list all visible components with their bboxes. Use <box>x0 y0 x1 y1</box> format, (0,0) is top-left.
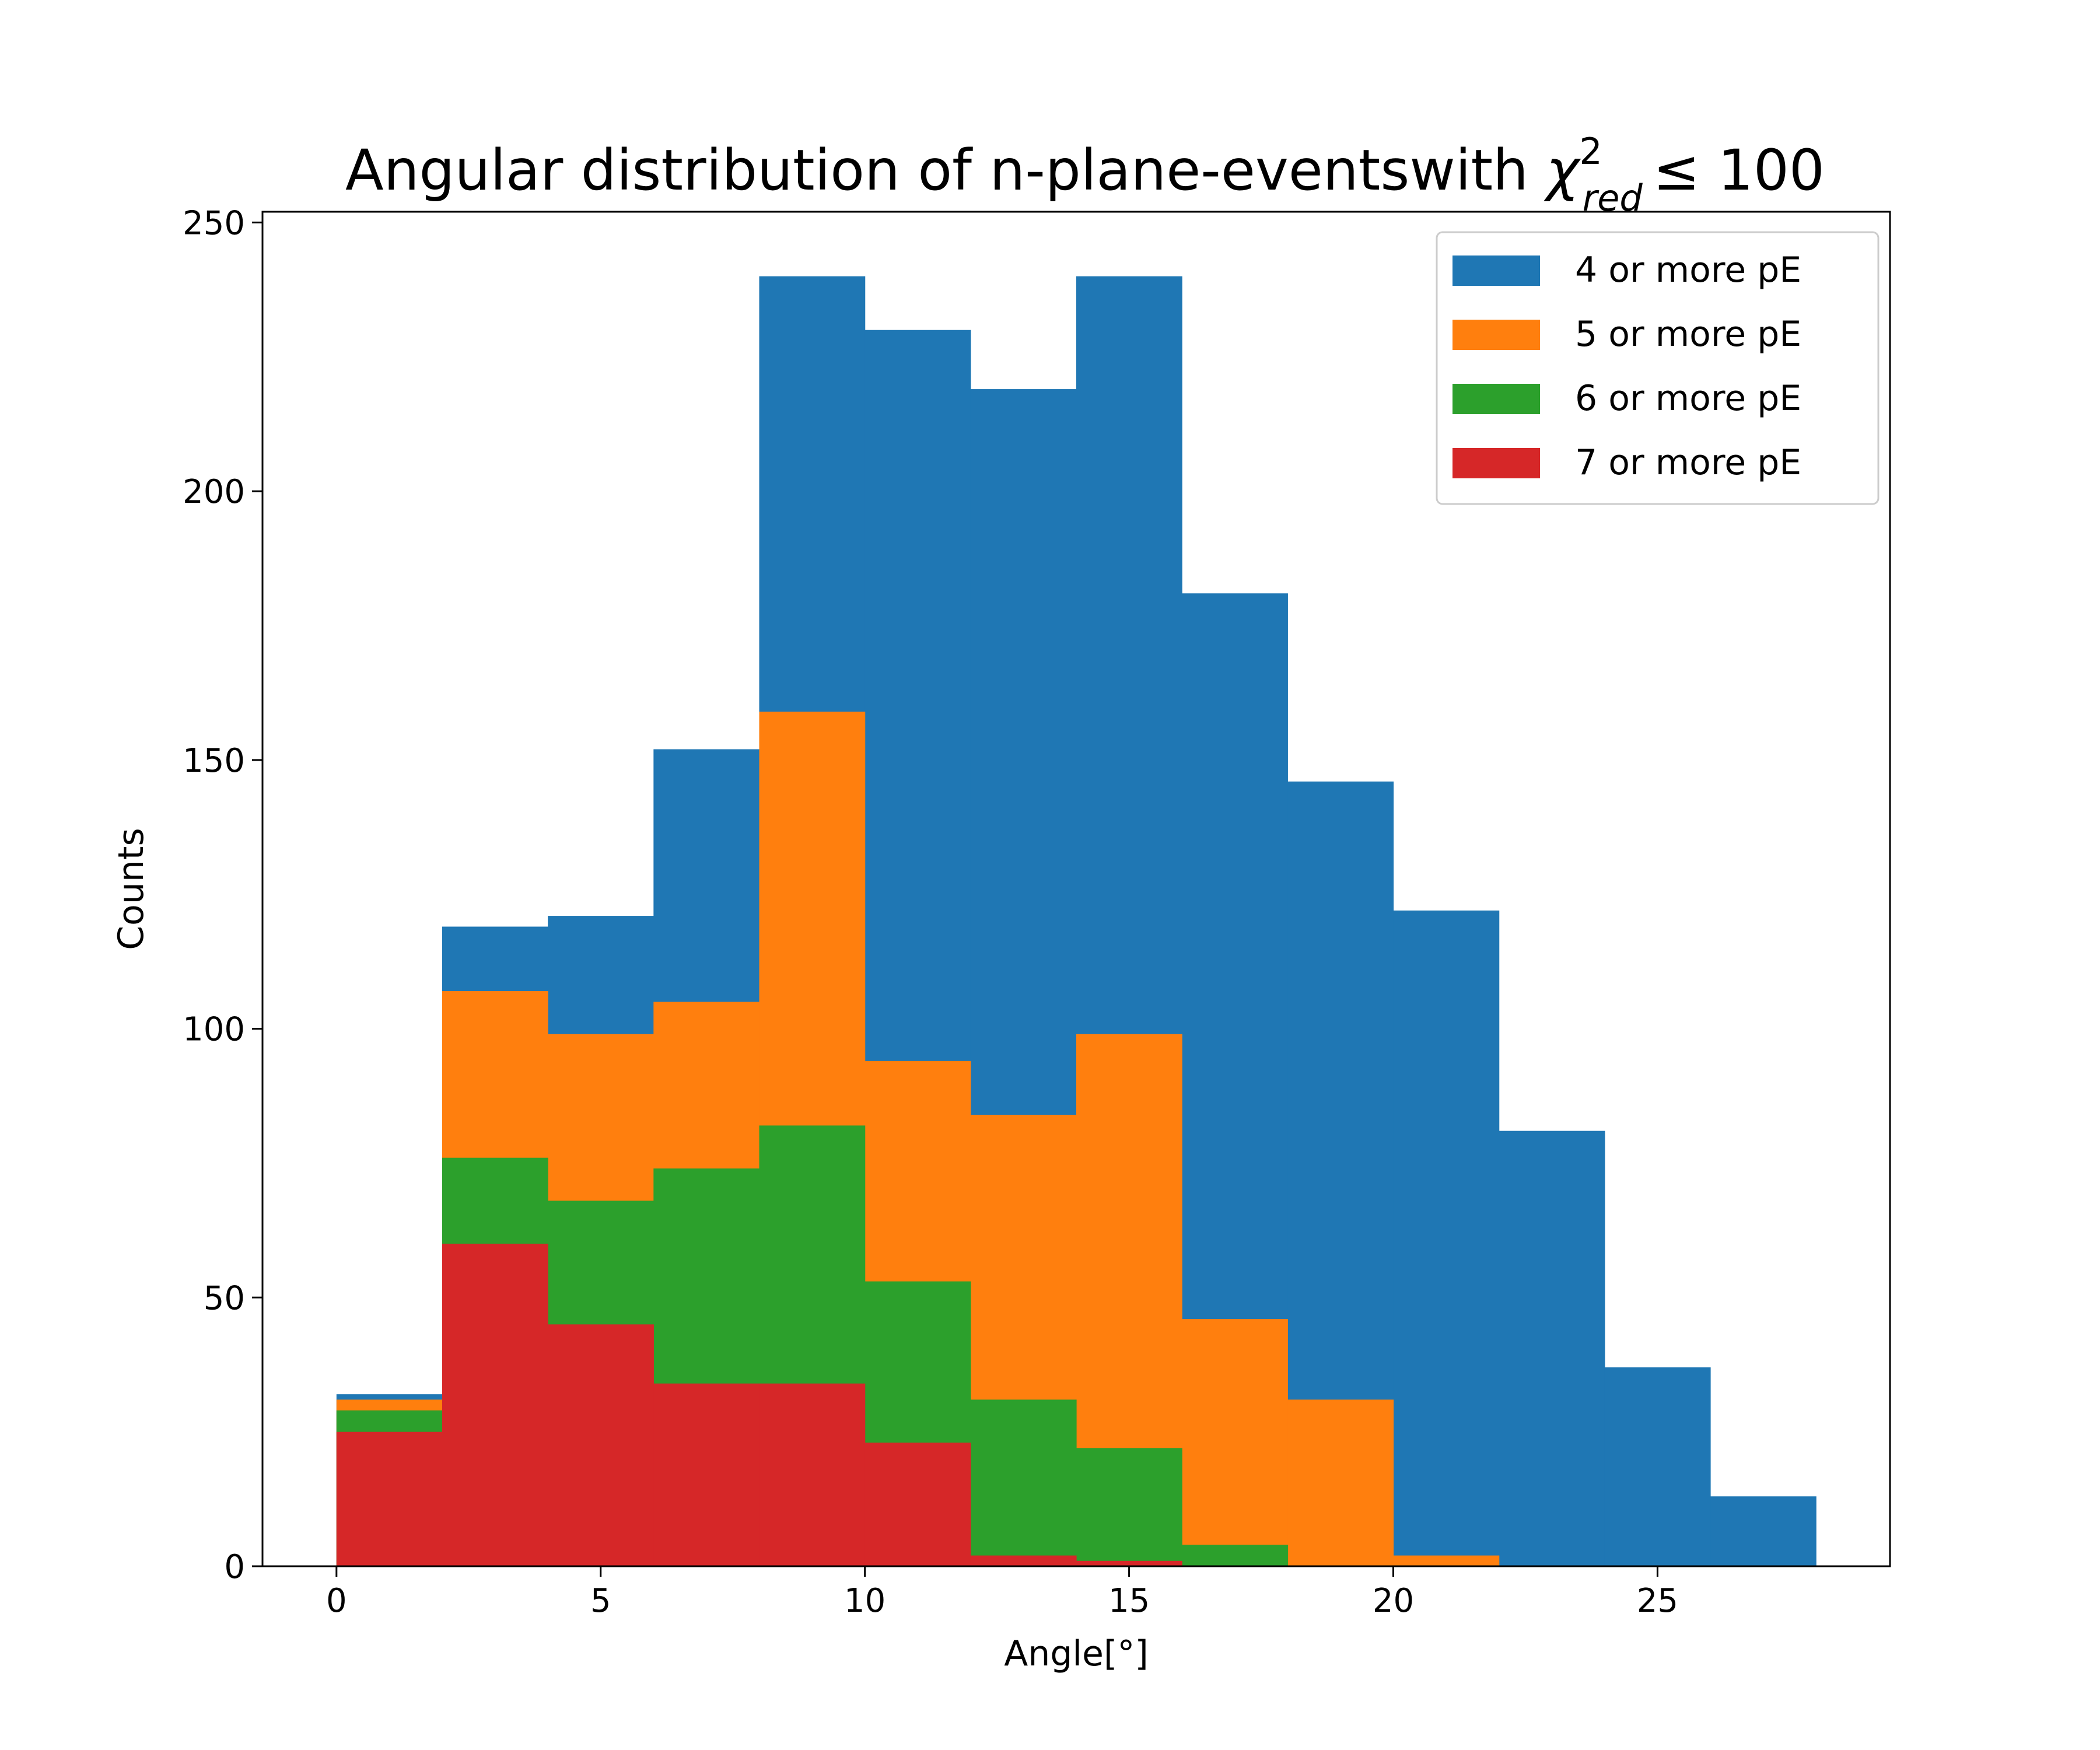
legend-label-7pe: 7 or more pE <box>1575 442 1801 483</box>
x-tick-label-0: 0 <box>326 1582 347 1620</box>
bar-series4-bin5 <box>864 1443 971 1566</box>
bar-series4-bin6 <box>970 1555 1077 1566</box>
bar-series3-bin8 <box>1182 1545 1288 1566</box>
x-tick-label-5: 25 <box>1637 1582 1678 1620</box>
legend-swatch-4pe <box>1452 256 1540 286</box>
x-tick-label-1: 5 <box>590 1582 611 1620</box>
bar-series1-bin12 <box>1604 1367 1711 1566</box>
legend-label-6pe: 6 or more pE <box>1575 378 1801 419</box>
legend-label-4pe: 4 or more pE <box>1575 250 1801 290</box>
y-tick-label-3: 150 <box>183 742 245 780</box>
bar-series1-bin10 <box>1393 910 1500 1566</box>
bar-series4-bin0 <box>336 1432 443 1566</box>
legend-label-5pe: 5 or more pE <box>1575 314 1801 355</box>
chart-title-superscript: 2 <box>1579 130 1602 173</box>
legend-swatch-7pe <box>1452 448 1540 478</box>
legend-box <box>1436 231 1880 505</box>
plot-frame <box>261 211 1891 1567</box>
bar-series4-bin4 <box>759 1383 866 1566</box>
x-axis-ticks: 0 5 10 15 20 25 <box>326 1566 1678 1620</box>
y-tick-label-0: 0 <box>224 1548 245 1586</box>
y-tick-label-1: 50 <box>204 1279 245 1317</box>
bar-series4-bin2 <box>548 1324 654 1566</box>
chart-title-subscript: red <box>1583 177 1643 219</box>
bar-series4-bin3 <box>653 1383 760 1566</box>
y-axis-label: Counts <box>111 828 152 950</box>
bar-series1-bin11 <box>1499 1130 1605 1566</box>
chart-title-rest: ≤ 100 <box>1653 138 1825 203</box>
chart-title-chi: χ <box>1544 138 1581 203</box>
x-tick-label-2: 10 <box>844 1582 886 1620</box>
bar-series3-bin6 <box>970 1399 1077 1566</box>
legend-swatch-5pe <box>1452 320 1540 350</box>
bar-series4-bin1 <box>442 1244 548 1566</box>
bar-series2-bin10 <box>1393 1555 1500 1566</box>
y-axis-ticks: 0 50 100 150 200 250 <box>183 204 262 1586</box>
bar-series1-bin13 <box>1710 1496 1817 1566</box>
chart-title-main: Angular distribution of n-plane-eventswi… <box>345 138 1546 203</box>
legend: 4 or more pE 5 or more pE 6 or more pE 7… <box>1436 231 1880 505</box>
y-tick-label-4: 200 <box>183 473 245 511</box>
x-tick-label-3: 15 <box>1108 1582 1150 1620</box>
y-tick-label-5: 250 <box>183 204 245 242</box>
x-tick-label-4: 20 <box>1373 1582 1414 1620</box>
legend-swatch-6pe <box>1452 384 1540 414</box>
bar-series3-bin7 <box>1076 1448 1182 1566</box>
bars-layer <box>336 276 1817 1566</box>
bar-series2-bin8 <box>1182 1319 1288 1566</box>
bar-series4-bin7 <box>1076 1560 1182 1566</box>
x-axis-label: Angle[°] <box>1004 1633 1149 1674</box>
y-tick-label-2: 100 <box>183 1011 245 1049</box>
bar-series2-bin9 <box>1287 1399 1394 1566</box>
